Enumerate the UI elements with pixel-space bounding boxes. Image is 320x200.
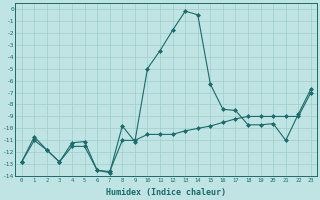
X-axis label: Humidex (Indice chaleur): Humidex (Indice chaleur) — [106, 188, 226, 197]
